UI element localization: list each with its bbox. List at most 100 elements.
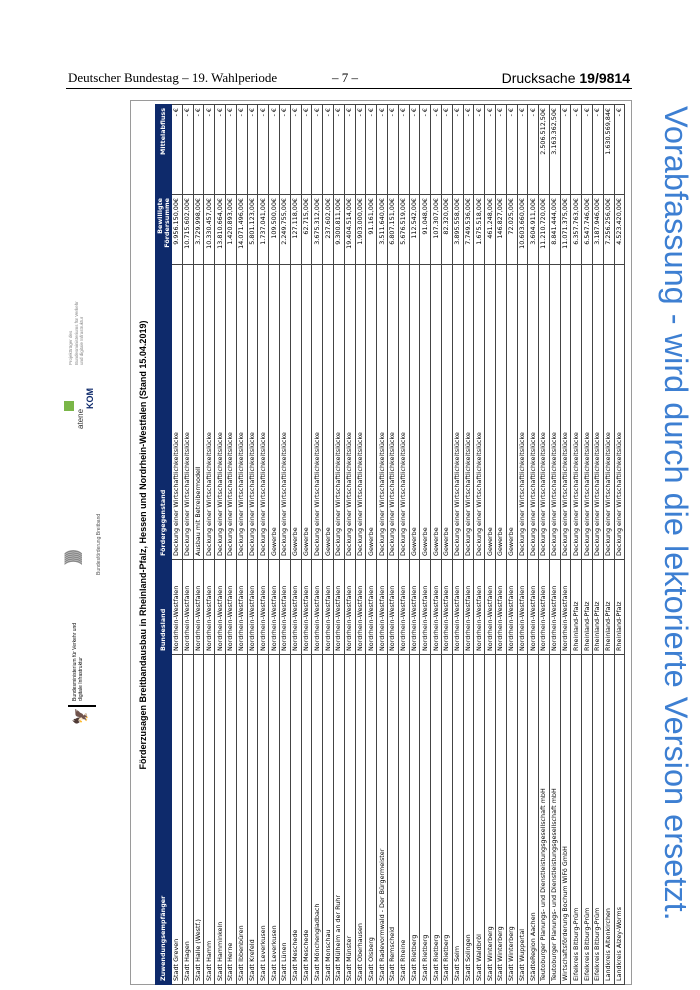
- cell-foerdergegenstand: Deckung einer Wirtschaftlichkeitslücke: [257, 264, 269, 560]
- cell-foerdersumme: 11.071.375,00€: [560, 194, 571, 265]
- cell-foerdergegenstand: Deckung einer Wirtschaftlichkeitslücke: [236, 264, 248, 560]
- cell-foerdersumme: 3.604.911,00€: [527, 194, 539, 265]
- cell-foerdergegenstand: Gewerbe: [268, 264, 280, 560]
- cell-bundesland: Nordrhein-Westfalen: [182, 559, 194, 655]
- cell-foerdersumme: 127.118,00€: [290, 194, 302, 265]
- cell-empfaenger: Stadt Leverkusen: [268, 654, 280, 985]
- cell-empfaenger: Stadt Meschede: [301, 654, 312, 985]
- cell-foerdersumme: 9.956.150,00€: [171, 194, 183, 265]
- table-frame: [130, 100, 632, 985]
- cell-foerdersumme: 3.729.998,00€: [193, 194, 204, 265]
- projekttraeger-logo: Projektträger des Bundesministeriums für…: [58, 295, 106, 365]
- cell-empfaenger: Stadt Radevormwald - Der Bürgermeister: [376, 654, 388, 985]
- cell-foerdersumme: 82.320,00€: [441, 194, 453, 265]
- cell-empfaenger: Stadt Halle (Westf.): [193, 654, 204, 985]
- cell-foerdergegenstand: Gewerbe: [506, 264, 517, 560]
- cell-foerdersumme: 72.025,00€: [506, 194, 517, 265]
- table-row: Stadt Meschede Nordrhein-Westfalen Gewerbe…: [301, 104, 312, 985]
- cell-mittelabfluss: - €: [409, 104, 420, 195]
- cell-bundesland: Nordrhein-Westfalen: [225, 559, 237, 655]
- table-row: Stadt Ibbenbüren Nordrhein-Westfalen Decku…: [236, 104, 248, 985]
- cell-foerdersumme: 1.903.000,00€: [355, 194, 366, 265]
- flag-bar: [68, 705, 96, 707]
- cell-empfaenger: Stadt Krefeld: [247, 654, 258, 985]
- cell-mittelabfluss: - €: [268, 104, 280, 195]
- drucksache-label: Drucksache: [501, 70, 576, 86]
- cell-bundesland: Nordrhein-Westfalen: [214, 559, 226, 655]
- cell-bundesland: Nordrhein-Westfalen: [441, 559, 453, 655]
- cell-bundesland: Rheinland-Pfalz: [581, 559, 593, 655]
- table-row: Stadt Winterberg Nordrhein-Westfalen Gewer…: [495, 104, 507, 985]
- cell-mittelabfluss: - €: [182, 104, 194, 195]
- cell-foerdergegenstand: Deckung einer Wirtschaftlichkeitslücke: [517, 264, 528, 560]
- cell-foerdersumme: 109.500,00€: [268, 194, 280, 265]
- cell-mittelabfluss: 3.163.362,50€: [549, 104, 561, 195]
- table-row: Stadt Lünen Nordrhein-Westfalen Deckung ei…: [279, 104, 291, 985]
- cell-empfaenger: Stadt Rietberg: [409, 654, 420, 985]
- cell-empfaenger: Stadt Rietberg: [441, 654, 453, 985]
- cell-bundesland: Nordrhein-Westfalen: [376, 559, 388, 655]
- cell-foerdersumme: 62.715,00€: [301, 194, 312, 265]
- cell-foerdersumme: 10.330.457,00€: [203, 194, 215, 265]
- cell-foerdersumme: 7.256.256,00€: [603, 194, 615, 265]
- cell-mittelabfluss: - €: [301, 104, 312, 195]
- cell-foerdersumme: 112.542,00€: [409, 194, 420, 265]
- cell-bundesland: Nordrhein-Westfalen: [247, 559, 258, 655]
- cell-foerdersumme: 5.676.519,00€: [398, 194, 410, 265]
- cell-foerdergegenstand: Deckung einer Wirtschaftlichkeitslücke: [603, 264, 615, 560]
- cell-foerdersumme: 5.801.123,00€: [247, 194, 258, 265]
- cell-empfaenger: StädteRegion Aachen: [527, 654, 539, 985]
- cell-mittelabfluss: - €: [614, 104, 625, 195]
- cell-bundesland: Nordrhein-Westfalen: [527, 559, 539, 655]
- table-row: Stadt Mönchengladbach Nordrhein-Westfalen…: [311, 104, 323, 985]
- cell-foerdersumme: 4.523.420,00€: [614, 194, 625, 265]
- cell-mittelabfluss: - €: [441, 104, 453, 195]
- cell-foerdergegenstand: Ausbau mit Betreibermodell: [193, 264, 204, 560]
- bmvi-logo-text: Bundesministerium für Verkehr und digita…: [72, 622, 84, 701]
- cell-foerdergegenstand: Deckung einer Wirtschaftlichkeitslücke: [171, 264, 183, 560]
- table-row: Stadt Rietberg Nordrhein-Westfalen Gewerbe…: [419, 104, 431, 985]
- cell-mittelabfluss: - €: [430, 104, 442, 195]
- table-row: Landkreis Altenkirchen Rheinland-Pfalz Dec…: [603, 104, 615, 985]
- cell-bundesland: Nordrhein-Westfalen: [268, 559, 280, 655]
- table-title: Förderzusagen Breitbandausbau in Rheinla…: [138, 320, 148, 770]
- cell-bundesland: Nordrhein-Westfalen: [473, 559, 485, 655]
- eagle-icon: 🦅: [72, 707, 88, 725]
- cell-foerdergegenstand: Deckung einer Wirtschaftlichkeitslücke: [538, 264, 550, 560]
- table-row: Stadt Rheine Nordrhein-Westfalen Deckung e…: [398, 104, 410, 985]
- cell-bundesland: Nordrhein-Westfalen: [495, 559, 507, 655]
- cell-bundesland: Rheinland-Pfalz: [570, 559, 582, 655]
- table-body: Stadt Greven Nordrhein-Westfalen Deckung e…: [171, 104, 625, 985]
- cell-mittelabfluss: - €: [527, 104, 539, 195]
- header-foerdersumme: Bewilligte Fördersumme: [155, 194, 172, 265]
- cell-mittelabfluss: - €: [560, 104, 571, 195]
- cell-empfaenger: Stadt Hamminkeln: [214, 654, 226, 985]
- cell-foerdersumme: 9.300.811,00€: [333, 194, 345, 265]
- cell-foerdersumme: 6.807.151,00€: [387, 194, 399, 265]
- cell-mittelabfluss: - €: [171, 104, 183, 195]
- table-row: Stadt Wuppertal Nordrhein-Westfalen Deckun…: [517, 104, 528, 985]
- table-row: Stadt Solingen Nordrhein-Westfalen Deckung…: [463, 104, 474, 985]
- table-row: StädteRegion Aachen Nordrhein-Westfalen De…: [527, 104, 539, 985]
- cell-empfaenger: Stadt Olsberg: [365, 654, 377, 985]
- cell-empfaenger: Stadt Oberhausen: [355, 654, 366, 985]
- bundesfoerderung-text: Bundesförderung Breitband: [96, 513, 102, 575]
- cell-foerdersumme: 237.602,00€: [322, 194, 334, 265]
- cell-bundesland: Nordrhein-Westfalen: [387, 559, 399, 655]
- table-row: Wirtschaftsförderung Bochum WiFö GmbH Nor…: [560, 104, 571, 985]
- cell-mittelabfluss: - €: [484, 104, 496, 195]
- cell-empfaenger: Stadt Remscheid: [387, 654, 399, 985]
- cell-empfaenger: Stadt Rheine: [398, 654, 410, 985]
- table-row: Stadt Hagen Nordrhein-Westfalen Deckung ei…: [182, 104, 194, 985]
- cell-mittelabfluss: - €: [473, 104, 485, 195]
- cell-empfaenger: Stadt Selm: [452, 654, 464, 985]
- cell-empfaenger: Stadt Monschau: [322, 654, 334, 985]
- cell-mittelabfluss: - €: [365, 104, 377, 195]
- document-number: Drucksache 19/9814: [502, 70, 630, 86]
- cell-mittelabfluss: - €: [290, 104, 302, 195]
- cell-foerdergegenstand: Deckung einer Wirtschaftlichkeitslücke: [398, 264, 410, 560]
- cell-foerdergegenstand: Deckung einer Wirtschaftlichkeitslücke: [560, 264, 571, 560]
- cell-foerdergegenstand: Gewerbe: [365, 264, 377, 560]
- document-header-left: Deutscher Bundestag – 19. Wahlperiode: [68, 70, 278, 85]
- cell-foerdersumme: 3.675.312,00€: [311, 194, 323, 265]
